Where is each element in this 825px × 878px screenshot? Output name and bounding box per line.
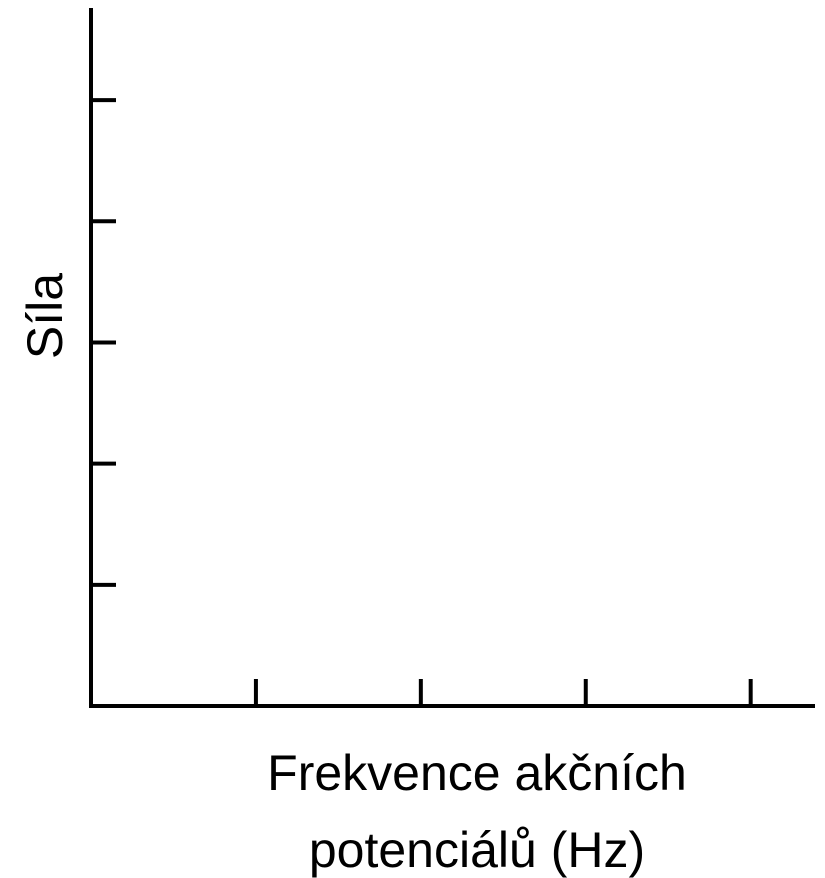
y-axis-ticks	[91, 98, 116, 587]
x-axis-ticks	[253, 679, 753, 706]
y-axis-label: Síla	[17, 273, 73, 359]
x-axis-label-line-2: potenciálů (Hz)	[309, 822, 645, 878]
chart-axes	[89, 8, 815, 708]
axis-lines	[89, 8, 815, 708]
x-axis-label-line-1: Frekvence akčních	[267, 745, 687, 801]
